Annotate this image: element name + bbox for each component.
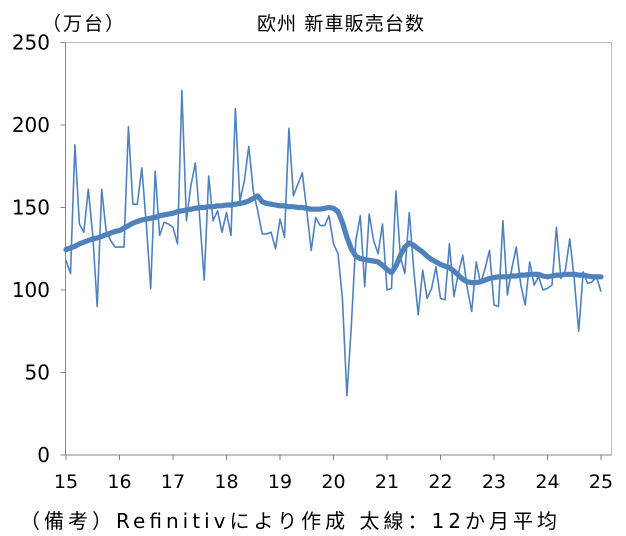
y-axis-label: （万台） (42, 13, 124, 35)
series-line-12-month-average (63, 193, 604, 286)
source-note: （備考）Refinitivにより作成 太線：12か月平均 (20, 509, 557, 533)
x-tick-label: 19 (268, 471, 292, 493)
y-tick-label: 150 (12, 196, 50, 220)
y-axis: 0 50 100 150 200 250 (12, 31, 66, 467)
x-tick-label: 22 (428, 471, 452, 493)
x-tick-label: 17 (161, 471, 185, 493)
chart-title: 欧州 新車販売台数 (257, 13, 424, 35)
series-line-monthly (65, 89, 602, 397)
y-tick-label: 100 (12, 278, 50, 302)
x-tick-label: 16 (107, 471, 131, 493)
y-tick-label: 250 (12, 31, 50, 55)
x-tick-label: 23 (482, 471, 506, 493)
plot-series (63, 89, 604, 397)
x-tick-label: 21 (375, 471, 399, 493)
y-tick-label: 200 (12, 113, 50, 137)
y-tick-label: 50 (25, 361, 50, 385)
x-tick-label: 15 (54, 471, 78, 493)
x-tick-label: 20 (321, 471, 345, 493)
x-tick-label: 24 (535, 471, 559, 493)
x-tick-label: 25 (589, 471, 613, 493)
y-tick-label: 0 (37, 443, 50, 467)
x-tick-label: 18 (214, 471, 238, 493)
x-axis: 15 16 17 18 19 20 21 22 23 24 25 (54, 455, 613, 493)
